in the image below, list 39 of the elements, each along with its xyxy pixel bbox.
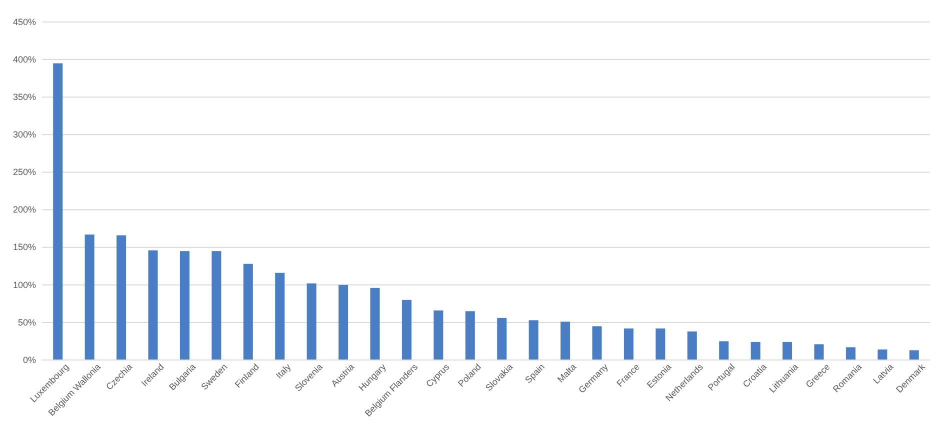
y-tick-label: 0% <box>22 354 36 365</box>
bar <box>148 250 158 360</box>
y-tick-label: 100% <box>12 280 36 290</box>
y-tick-label: 200% <box>12 204 36 215</box>
y-tick-label: 50% <box>18 317 36 328</box>
bar <box>53 63 63 360</box>
bar <box>846 347 856 360</box>
bar <box>84 234 94 360</box>
bar <box>180 251 190 360</box>
bar <box>497 318 507 360</box>
bar <box>687 331 697 360</box>
bar <box>212 251 222 360</box>
bar <box>656 328 666 360</box>
bar <box>275 272 285 360</box>
bar <box>402 300 412 360</box>
y-tick-label: 250% <box>12 167 36 178</box>
bar <box>750 342 760 360</box>
bar <box>560 322 570 360</box>
bar <box>243 264 253 360</box>
bar <box>465 311 475 360</box>
bar <box>878 349 888 360</box>
bar <box>434 310 444 360</box>
bar <box>909 350 919 360</box>
bar <box>306 283 316 360</box>
bar <box>338 284 348 360</box>
bar <box>528 320 538 360</box>
x-tick-label: Italy <box>274 361 294 381</box>
bar <box>782 342 792 360</box>
y-tick-label: 350% <box>12 92 36 102</box>
y-tick-label: 400% <box>12 54 36 64</box>
bar <box>370 288 380 360</box>
bar <box>592 326 602 360</box>
y-tick-label: 150% <box>12 242 36 252</box>
y-tick-label: 450% <box>12 16 36 27</box>
bar <box>719 341 729 360</box>
bar <box>814 344 824 360</box>
y-tick-label: 300% <box>12 130 36 140</box>
bar <box>116 235 126 360</box>
bar <box>624 328 634 360</box>
